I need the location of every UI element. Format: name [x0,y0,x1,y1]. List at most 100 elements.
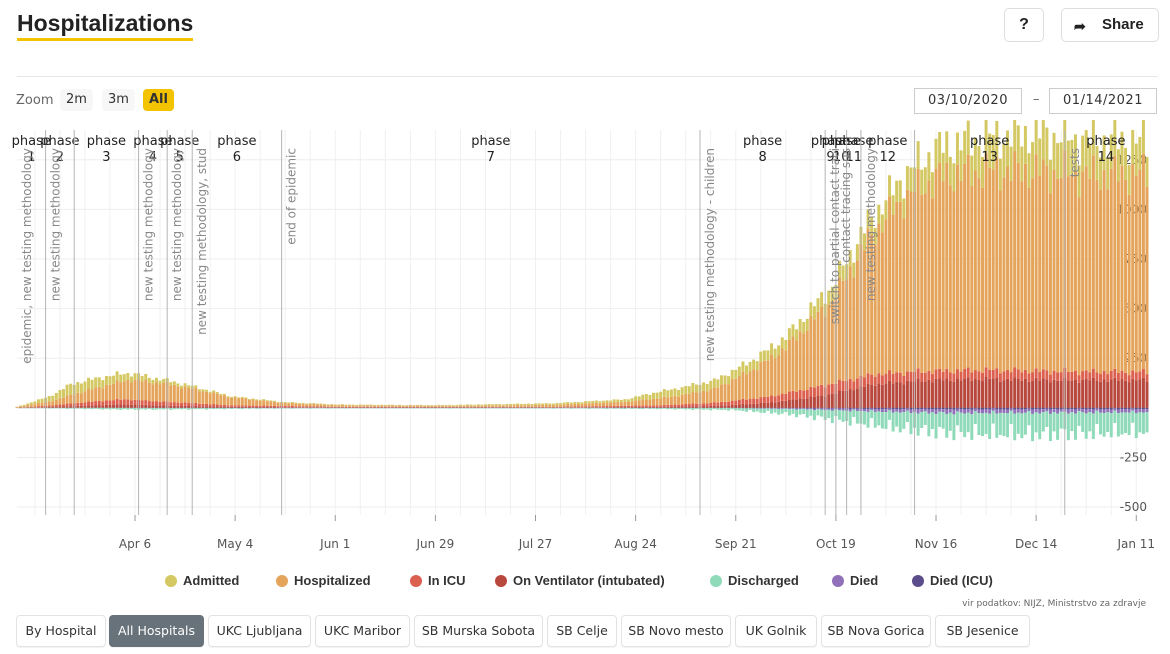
bar-in-icu [351,406,355,408]
filter-all-hospitals[interactable]: All Hospitals [109,615,204,647]
bar-on-ventilator-intubated- [154,405,158,408]
bar-hospitalized [276,402,280,407]
zoom-3m-button[interactable]: 3m [102,89,135,111]
bar-admitted [337,404,341,406]
bar-in-icu [616,405,620,408]
zoom-2m-button[interactable]: 2m [60,89,93,111]
bar-on-ventilator-intubated- [888,380,892,408]
filter-ukc-maribor[interactable]: UKC Maribor [315,615,410,647]
bar-admitted [251,398,255,400]
bar-on-ventilator-intubated- [226,406,230,408]
bar-on-ventilator-intubated- [1059,380,1063,408]
bar-admitted [1091,120,1095,156]
bar-discharged [945,414,949,438]
bar-in-icu [1145,374,1149,382]
date-to-input[interactable]: 01/14/2021 [1049,88,1157,114]
bar-on-ventilator-intubated- [315,407,319,408]
bar-admitted [991,134,995,170]
bar-hospitalized [287,403,291,407]
bar-discharged [247,408,251,409]
bar-in-icu [197,403,201,407]
bar-admitted [734,369,738,379]
bar-discharged [909,413,913,435]
bar-in-icu [941,371,945,381]
bar-admitted [1134,143,1138,176]
bar-on-ventilator-intubated- [930,382,934,408]
bar-on-ventilator-intubated- [662,406,666,408]
bar-on-ventilator-intubated- [251,406,255,408]
filter-ukc-ljubljana[interactable]: UKC Ljubljana [208,615,311,647]
filter-sb-nova-gorica[interactable]: SB Nova Gorica [821,615,931,647]
bar-died-icu- [891,407,895,410]
bar-hospitalized [938,162,942,369]
bar-died [923,408,927,412]
bar-discharged [1081,412,1085,432]
bar-in-icu [212,404,216,407]
bar-discharged [637,407,641,410]
bar-on-ventilator-intubated- [1073,379,1077,408]
filter-by-hospital[interactable]: By Hospital [16,615,106,647]
bar-hospitalized [680,394,684,405]
bar-discharged [301,407,305,409]
bar-discharged [891,412,895,432]
bar-admitted [566,402,570,404]
y-tick-label: -250 [1120,450,1147,464]
bar-admitted [22,404,26,406]
bar-hospitalized [22,405,26,408]
bar-hospitalized [212,392,216,405]
bar-admitted [1113,120,1117,156]
date-from-input[interactable]: 03/10/2020 [914,88,1022,114]
bar-died-icu- [1027,407,1031,409]
bar-in-icu [319,406,323,408]
bar-hospitalized [873,244,877,377]
bar-on-ventilator-intubated- [612,407,616,408]
filter-sb-novo-mesto[interactable]: SB Novo mesto [621,615,731,647]
bar-hospitalized [991,169,995,371]
bar-died [1127,409,1131,413]
bar-discharged [880,412,884,429]
bar-discharged [884,412,888,429]
bar-on-ventilator-intubated- [1131,378,1135,408]
bar-in-icu [644,405,648,407]
bar-in-icu [548,406,552,408]
bar-on-ventilator-intubated- [784,400,788,408]
bar-in-icu [1045,370,1049,380]
bar-admitted [941,152,945,182]
zoom-all-button[interactable]: All [143,89,174,111]
filter-uk-golnik[interactable]: UK Golnik [735,615,817,647]
bar-on-ventilator-intubated- [812,396,816,408]
bar-discharged [652,407,656,409]
x-tick-label: Apr 6 [119,537,151,551]
bar-hospitalized [355,405,359,407]
bar-died [1059,409,1063,412]
help-button[interactable]: ? [1004,8,1044,42]
bar-died [998,409,1002,413]
bar-in-icu [1127,375,1131,383]
annotation-label: new testing methodology, stud [195,148,209,335]
bar-in-icu [1052,370,1056,380]
bar-hospitalized [448,405,452,407]
bar-on-ventilator-intubated- [1013,377,1017,408]
bar-admitted [576,402,580,404]
bar-died-icu- [848,407,852,410]
bar-on-ventilator-intubated- [76,405,80,408]
bar-hospitalized [973,170,977,371]
filter-sb-celje[interactable]: SB Celje [547,615,617,647]
filter-sb-jesenice[interactable]: SB Jesenice [935,615,1030,647]
bar-hospitalized [541,405,545,407]
hospitalizations-chart[interactable]: Apr 6 May 4 Jun 1 Jun 29 Jul 27 Aug 24 Sep 21 O… [0,120,1170,560]
bar-in-icu [262,405,266,407]
bar-admitted [265,400,269,402]
bar-on-ventilator-intubated- [598,407,602,408]
bar-hospitalized [487,405,491,407]
share-button[interactable]: ➦ Share [1061,8,1159,42]
bar-died [1009,408,1013,411]
filter-sb-murska-sobota[interactable]: SB Murska Sobota [414,615,543,647]
bar-in-icu [837,379,841,391]
bar-in-icu [380,406,384,408]
bar-on-ventilator-intubated- [1006,378,1010,408]
bar-admitted [501,404,505,406]
bar-died [895,409,899,412]
bar-in-icu [240,405,244,407]
bar-discharged [784,408,788,413]
